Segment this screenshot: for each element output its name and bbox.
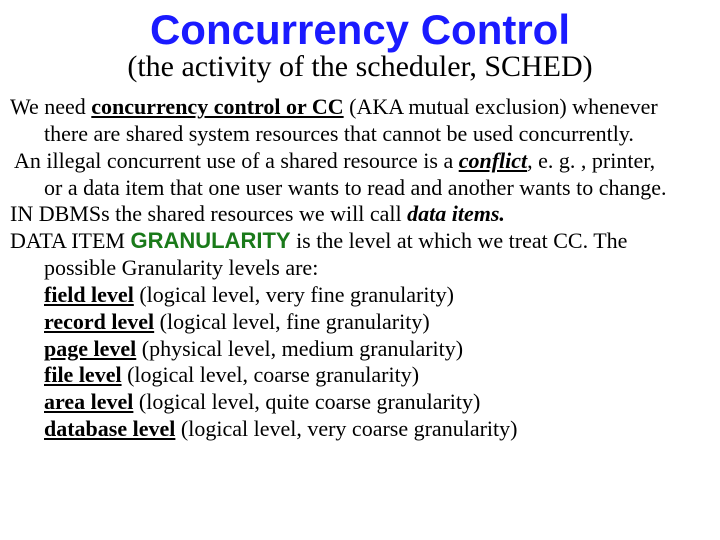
level-name: record level (44, 309, 154, 334)
para2-emphasis: conflict (459, 148, 527, 173)
paragraph-4-line-1: DATA ITEM GRANULARITY is the level at wh… (10, 228, 710, 255)
para3-emphasis: data items. (407, 201, 505, 226)
granularity-level: page level (physical level, medium granu… (44, 336, 710, 363)
slide: Concurrency Control (the activity of the… (0, 0, 720, 540)
para2-text-a: An illegal concurrent use of a shared re… (14, 148, 459, 173)
slide-title: Concurrency Control (10, 8, 710, 52)
level-name: database level (44, 416, 175, 441)
paragraph-4-line-2: possible Granularity levels are: (44, 255, 710, 282)
granularity-level: record level (logical level, fine granul… (44, 309, 710, 336)
level-name: field level (44, 282, 134, 307)
para4-text-a: DATA ITEM (10, 228, 130, 253)
granularity-level: area level (logical level, quite coarse … (44, 389, 710, 416)
granularity-word: GRANULARITY (130, 228, 290, 253)
paragraph-2-line-1: An illegal concurrent use of a shared re… (14, 148, 710, 175)
level-name: area level (44, 389, 133, 414)
level-desc: (physical level, medium granularity) (136, 336, 463, 361)
para1-emphasis: concurrency control or CC (91, 94, 343, 119)
level-desc: (logical level, very fine granularity) (134, 282, 454, 307)
para3-text-a: IN DBMSs the shared resources we will ca… (10, 201, 407, 226)
level-name: file level (44, 362, 122, 387)
paragraph-2-line-2: or a data item that one user wants to re… (44, 175, 710, 202)
level-desc: (logical level, quite coarse granularity… (133, 389, 480, 414)
paragraph-3: IN DBMSs the shared resources we will ca… (10, 201, 710, 228)
slide-subtitle: (the activity of the scheduler, SCHED) (10, 50, 710, 84)
slide-body: We need concurrency control or CC (AKA m… (10, 94, 710, 443)
granularity-level: file level (logical level, coarse granul… (44, 362, 710, 389)
para1-text-c: (AKA mutual exclusion) whenever (344, 94, 658, 119)
paragraph-1-line-1: We need concurrency control or CC (AKA m… (10, 94, 710, 121)
level-desc: (logical level, very coarse granularity) (175, 416, 517, 441)
granularity-level: database level (logical level, very coar… (44, 416, 710, 443)
paragraph-1-line-2: there are shared system resources that c… (44, 121, 710, 148)
granularity-level: field level (logical level, very fine gr… (44, 282, 710, 309)
level-desc: (logical level, coarse granularity) (122, 362, 419, 387)
para2-text-c: , e. g. , printer, (527, 148, 655, 173)
para1-text-a: We need (10, 94, 91, 119)
level-desc: (logical level, fine granularity) (154, 309, 430, 334)
level-name: page level (44, 336, 136, 361)
para4-text-c: is the level at which we treat CC. The (291, 228, 628, 253)
